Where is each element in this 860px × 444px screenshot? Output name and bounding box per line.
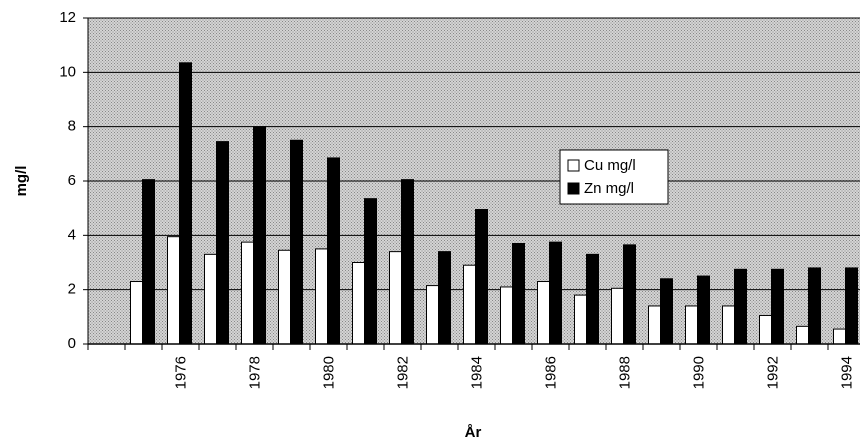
bar xyxy=(167,236,180,345)
bar xyxy=(204,253,217,345)
legend-label: Cu mg/l xyxy=(584,157,636,174)
x-tick-label: 1988 xyxy=(616,356,633,389)
bar xyxy=(660,278,673,345)
legend xyxy=(559,149,669,205)
bar xyxy=(771,268,784,345)
legend-swatch xyxy=(567,159,580,172)
y-tick-label: 2 xyxy=(68,281,76,298)
x-tick-label: 1986 xyxy=(542,356,559,389)
x-axis-label: År xyxy=(465,424,482,441)
x-tick-label: 1994 xyxy=(838,356,855,389)
bar xyxy=(796,325,809,345)
bar xyxy=(697,275,710,345)
legend-label: Zn mg/l xyxy=(584,180,634,197)
bar xyxy=(438,251,451,345)
y-tick-label: 8 xyxy=(68,118,76,135)
bar xyxy=(475,209,488,345)
bar xyxy=(142,179,155,345)
bar xyxy=(253,126,266,345)
bar xyxy=(537,281,550,345)
y-tick-label: 0 xyxy=(68,335,76,352)
bar xyxy=(574,294,587,345)
bar xyxy=(722,305,735,345)
bar xyxy=(352,262,365,345)
bar xyxy=(808,267,821,345)
bar xyxy=(463,264,476,345)
bar xyxy=(327,157,340,345)
x-tick-label: 1992 xyxy=(764,356,781,389)
bar xyxy=(389,251,402,345)
bar xyxy=(734,268,747,345)
bar xyxy=(611,287,624,345)
bar xyxy=(290,139,303,345)
bar xyxy=(216,141,229,345)
x-tick-label: 1984 xyxy=(468,356,485,389)
bar xyxy=(278,249,291,345)
bar xyxy=(845,267,858,345)
y-tick-label: 10 xyxy=(59,63,76,80)
bar xyxy=(364,198,377,345)
bar xyxy=(179,62,192,345)
bar xyxy=(685,305,698,345)
y-tick-label: 4 xyxy=(68,226,76,243)
x-tick-label: 1978 xyxy=(246,356,263,389)
y-tick-label: 6 xyxy=(68,172,76,189)
bar xyxy=(512,242,525,345)
x-tick-label: 1976 xyxy=(172,356,189,389)
bar xyxy=(241,241,254,345)
bar xyxy=(833,328,846,345)
bar xyxy=(426,285,439,345)
bar xyxy=(623,244,636,345)
x-tick-label: 1990 xyxy=(690,356,707,389)
legend-swatch xyxy=(567,182,580,195)
bar xyxy=(315,248,328,345)
bar xyxy=(549,241,562,345)
x-tick-label: 1980 xyxy=(320,356,337,389)
bar xyxy=(759,314,772,345)
y-axis-label: mg/l xyxy=(13,166,30,197)
bar xyxy=(401,179,414,345)
y-tick-label: 12 xyxy=(59,9,76,26)
bar xyxy=(586,253,599,345)
bar xyxy=(500,286,513,345)
bar xyxy=(648,305,661,345)
x-tick-label: 1982 xyxy=(394,356,411,389)
bar xyxy=(130,281,143,345)
